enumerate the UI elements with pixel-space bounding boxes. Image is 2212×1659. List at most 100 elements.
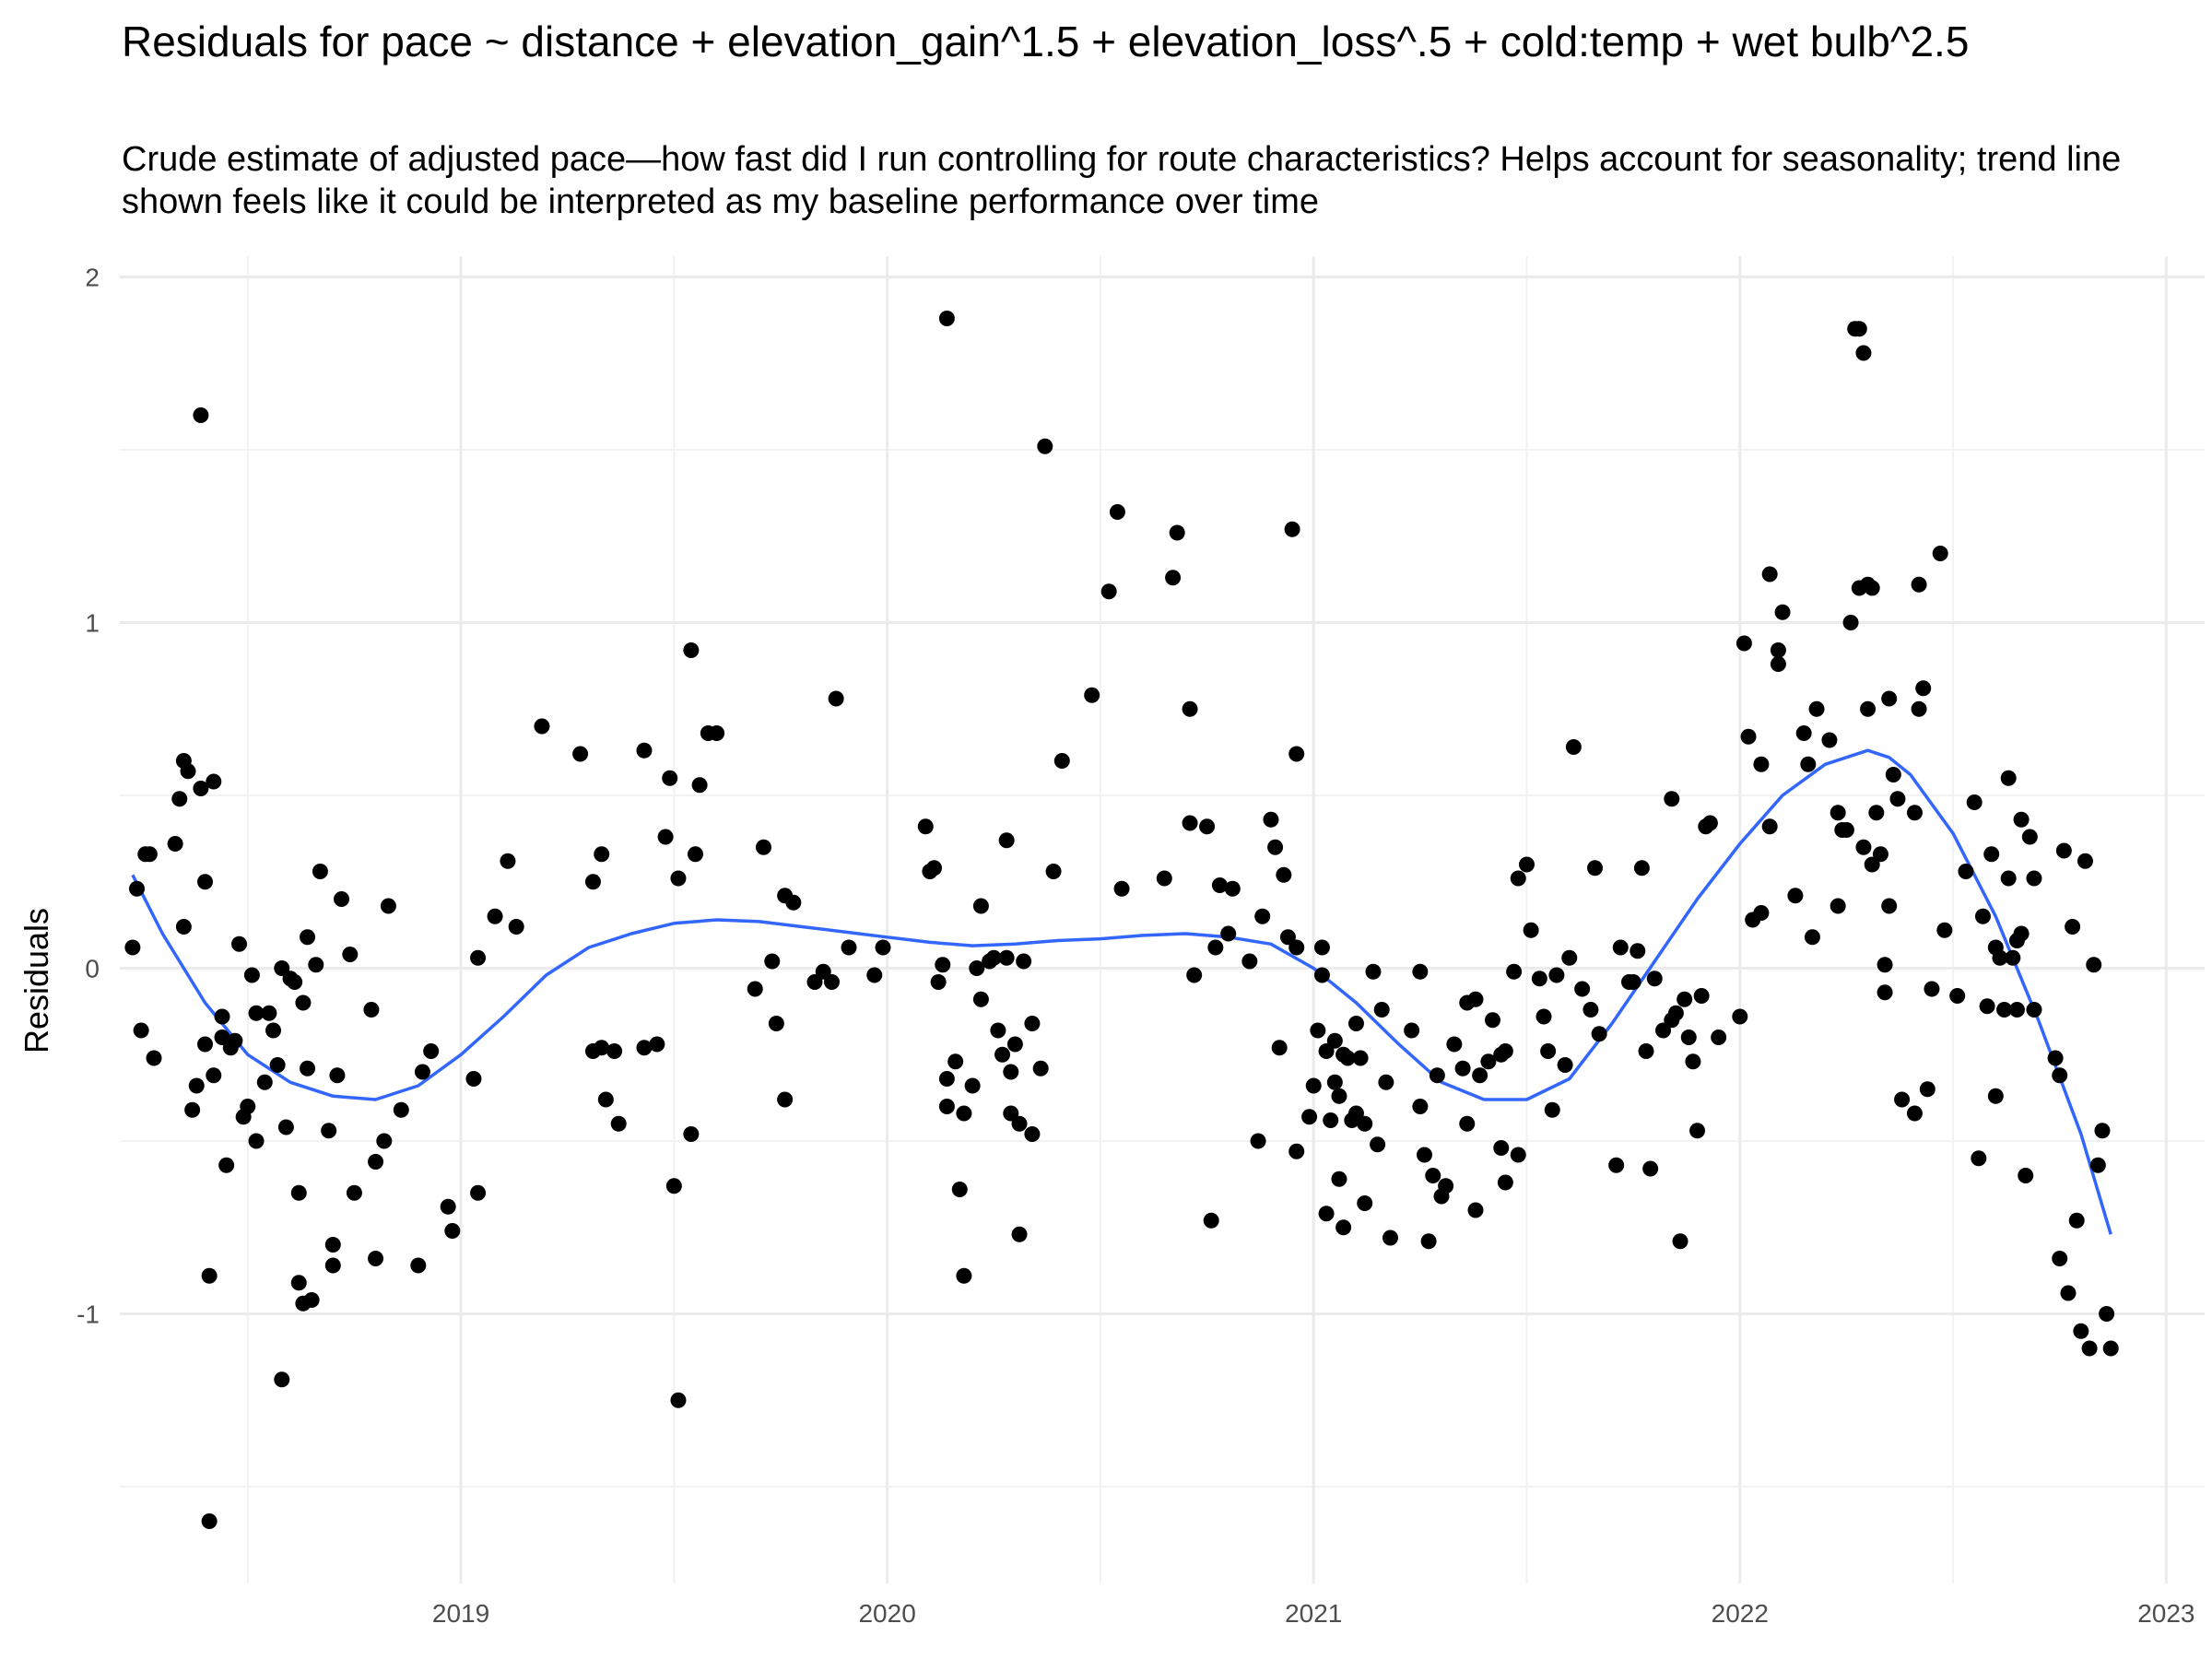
data-point (1113, 880, 1130, 897)
data-point (1420, 1233, 1437, 1250)
data-point (295, 994, 312, 1011)
tick-labels: -1 0 1 2 2019 2020 2021 2022 2023 (76, 264, 2194, 1629)
data-point (1279, 929, 1296, 946)
data-point (636, 742, 653, 759)
data-point (1877, 984, 1893, 1001)
data-point (146, 1050, 162, 1066)
grid-lines (120, 256, 2205, 1583)
data-point (1638, 1043, 1654, 1059)
data-point (487, 908, 503, 924)
data-point (410, 1257, 427, 1274)
data-point (1220, 925, 1237, 942)
data-point (597, 1091, 614, 1108)
data-point (414, 1064, 430, 1080)
data-point (423, 1043, 440, 1059)
data-point (1497, 1174, 1513, 1191)
data-point (1313, 939, 1330, 956)
data-point (2065, 919, 2081, 935)
data-point (964, 1077, 981, 1094)
data-point (1331, 1171, 1347, 1187)
data-point (951, 1182, 968, 1197)
data-point (508, 919, 524, 935)
y-tick-label: 1 (85, 609, 100, 638)
data-point (1911, 700, 1927, 717)
data-point (500, 853, 516, 869)
data-point (1271, 1040, 1288, 1056)
data-point (1267, 839, 1284, 855)
data-point (610, 1115, 627, 1132)
data-point (363, 1002, 380, 1018)
data-point (662, 770, 678, 786)
data-point (926, 860, 943, 877)
data-point (1924, 981, 1940, 997)
data-point (657, 829, 674, 845)
data-point (1326, 1032, 1343, 1049)
data-point (994, 1046, 1011, 1063)
data-point (764, 953, 781, 970)
data-point (2005, 949, 2021, 966)
data-point (866, 967, 883, 983)
data-point (1109, 504, 1125, 520)
data-point (998, 949, 1015, 966)
data-point (1625, 974, 1641, 990)
data-point (1412, 963, 1429, 980)
data-point (1770, 642, 1786, 658)
data-point (841, 939, 857, 956)
data-point (1024, 1126, 1041, 1142)
data-point (1711, 1030, 1727, 1045)
data-point (1003, 1064, 1019, 1080)
data-point (133, 1022, 149, 1039)
x-tick-label: 2023 (2137, 1599, 2194, 1628)
data-point (2089, 1157, 2106, 1173)
data-point (2047, 1050, 2064, 1066)
data-point (1906, 1105, 1923, 1122)
data-point (1851, 321, 1867, 337)
data-point (2013, 811, 2030, 828)
data-point (1416, 1147, 1432, 1163)
data-point (303, 1292, 320, 1308)
data-point (1855, 345, 1872, 361)
y-tick-label: 2 (85, 264, 100, 292)
data-point (1100, 583, 1117, 600)
data-point (691, 777, 708, 794)
data-point (1207, 939, 1224, 956)
data-point (193, 407, 209, 423)
data-point (1276, 866, 1292, 883)
data-point (1574, 981, 1591, 997)
data-point (990, 1022, 1006, 1039)
data-point (1404, 1022, 1420, 1039)
data-point (171, 791, 188, 807)
data-point (2026, 1002, 2042, 1018)
data-point (1544, 1101, 1560, 1118)
data-point (1740, 728, 1757, 745)
data-point (1182, 700, 1198, 717)
data-point (1006, 1036, 1023, 1053)
data-point (1906, 805, 1923, 821)
data-point (218, 1157, 235, 1173)
data-point (1770, 656, 1786, 672)
data-point (2052, 1067, 2068, 1084)
data-point (2052, 1251, 2068, 1266)
data-point (777, 1091, 794, 1108)
data-point (1254, 908, 1271, 924)
data-point (2073, 1323, 2089, 1339)
data-point (2018, 1168, 2034, 1183)
data-point (1753, 756, 1770, 772)
data-point (1339, 1050, 1356, 1066)
data-point (1591, 1026, 1607, 1042)
data-point (1288, 1143, 1305, 1159)
data-point (972, 898, 989, 914)
data-point (1646, 971, 1663, 987)
data-point (1842, 615, 1859, 630)
data-point (1318, 1206, 1335, 1222)
data-point (393, 1101, 409, 1118)
data-point (956, 1267, 972, 1284)
data-point (1881, 690, 1898, 707)
data-point (1352, 1050, 1369, 1066)
data-point (1761, 566, 1778, 582)
data-point (1370, 1136, 1386, 1153)
data-point (346, 1184, 362, 1201)
data-point (1804, 929, 1820, 946)
data-point (1318, 1043, 1335, 1059)
data-point (1732, 1008, 1748, 1025)
